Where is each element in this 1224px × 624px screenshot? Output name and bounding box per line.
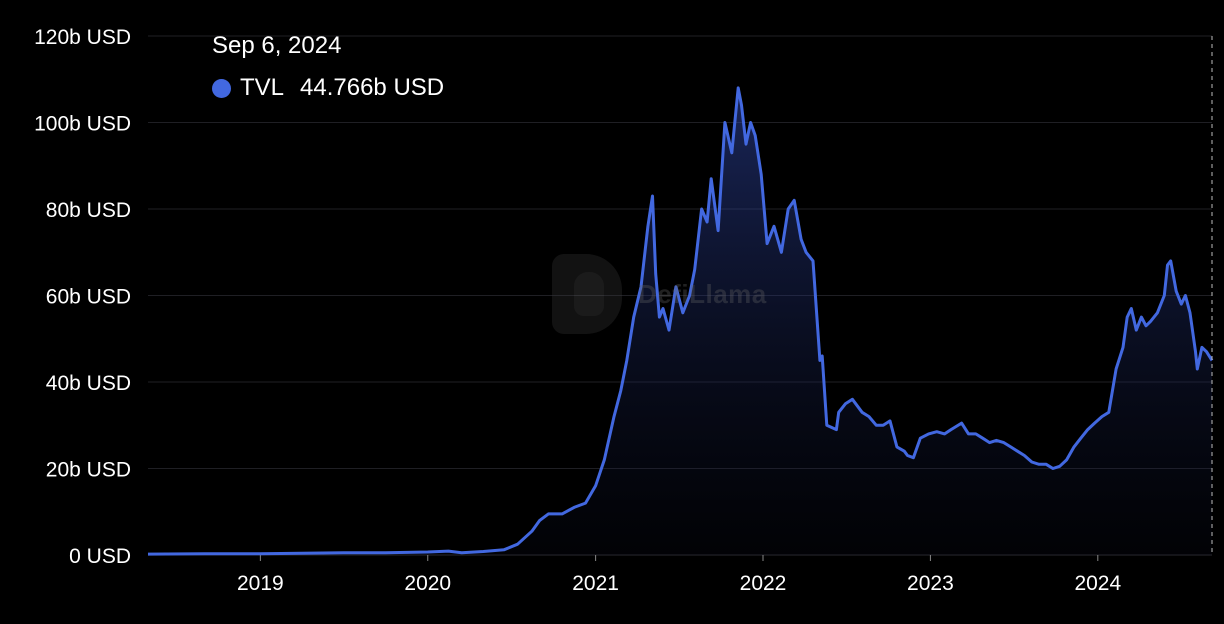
tooltip-date: Sep 6, 2024 — [212, 32, 342, 59]
y-tick-label: 120b USD — [34, 26, 131, 49]
tooltip-value: 44.766b USD — [300, 74, 445, 101]
y-tick-label: 0 USD — [69, 545, 131, 568]
x-tick-label: 2021 — [572, 572, 619, 595]
x-tick-label: 2024 — [1074, 572, 1121, 595]
watermark: DefiLlama — [552, 254, 767, 334]
y-tick-label: 100b USD — [34, 113, 131, 136]
y-axis: 0 USD 20b USD 40b USD 60b USD 80b USD 100b US… — [34, 26, 131, 568]
x-tick-label: 2022 — [740, 572, 787, 595]
y-tick-label: 60b USD — [46, 286, 131, 309]
y-tick-label: 80b USD — [46, 199, 131, 222]
y-tick-label: 20b USD — [46, 459, 131, 482]
watermark-text: DefiLlama — [638, 278, 767, 309]
tvl-line — [147, 86, 1214, 556]
tooltip-row: TVL 44.766b USD — [212, 72, 444, 104]
x-tick-label: 2019 — [237, 572, 284, 595]
tooltip: Sep 6, 2024 TVL 44.766b USD — [212, 30, 444, 104]
x-tick-label: 2023 — [907, 572, 954, 595]
y-tick-label: 40b USD — [46, 372, 131, 395]
llama-logo-icon — [552, 254, 622, 334]
tooltip-series-name: TVL — [240, 74, 285, 101]
tvl-area — [148, 87, 1212, 556]
series-dot-icon — [212, 78, 231, 98]
x-axis: 2019 2020 2021 2022 2023 2024 — [237, 555, 1121, 595]
x-tick-label: 2020 — [404, 572, 451, 595]
